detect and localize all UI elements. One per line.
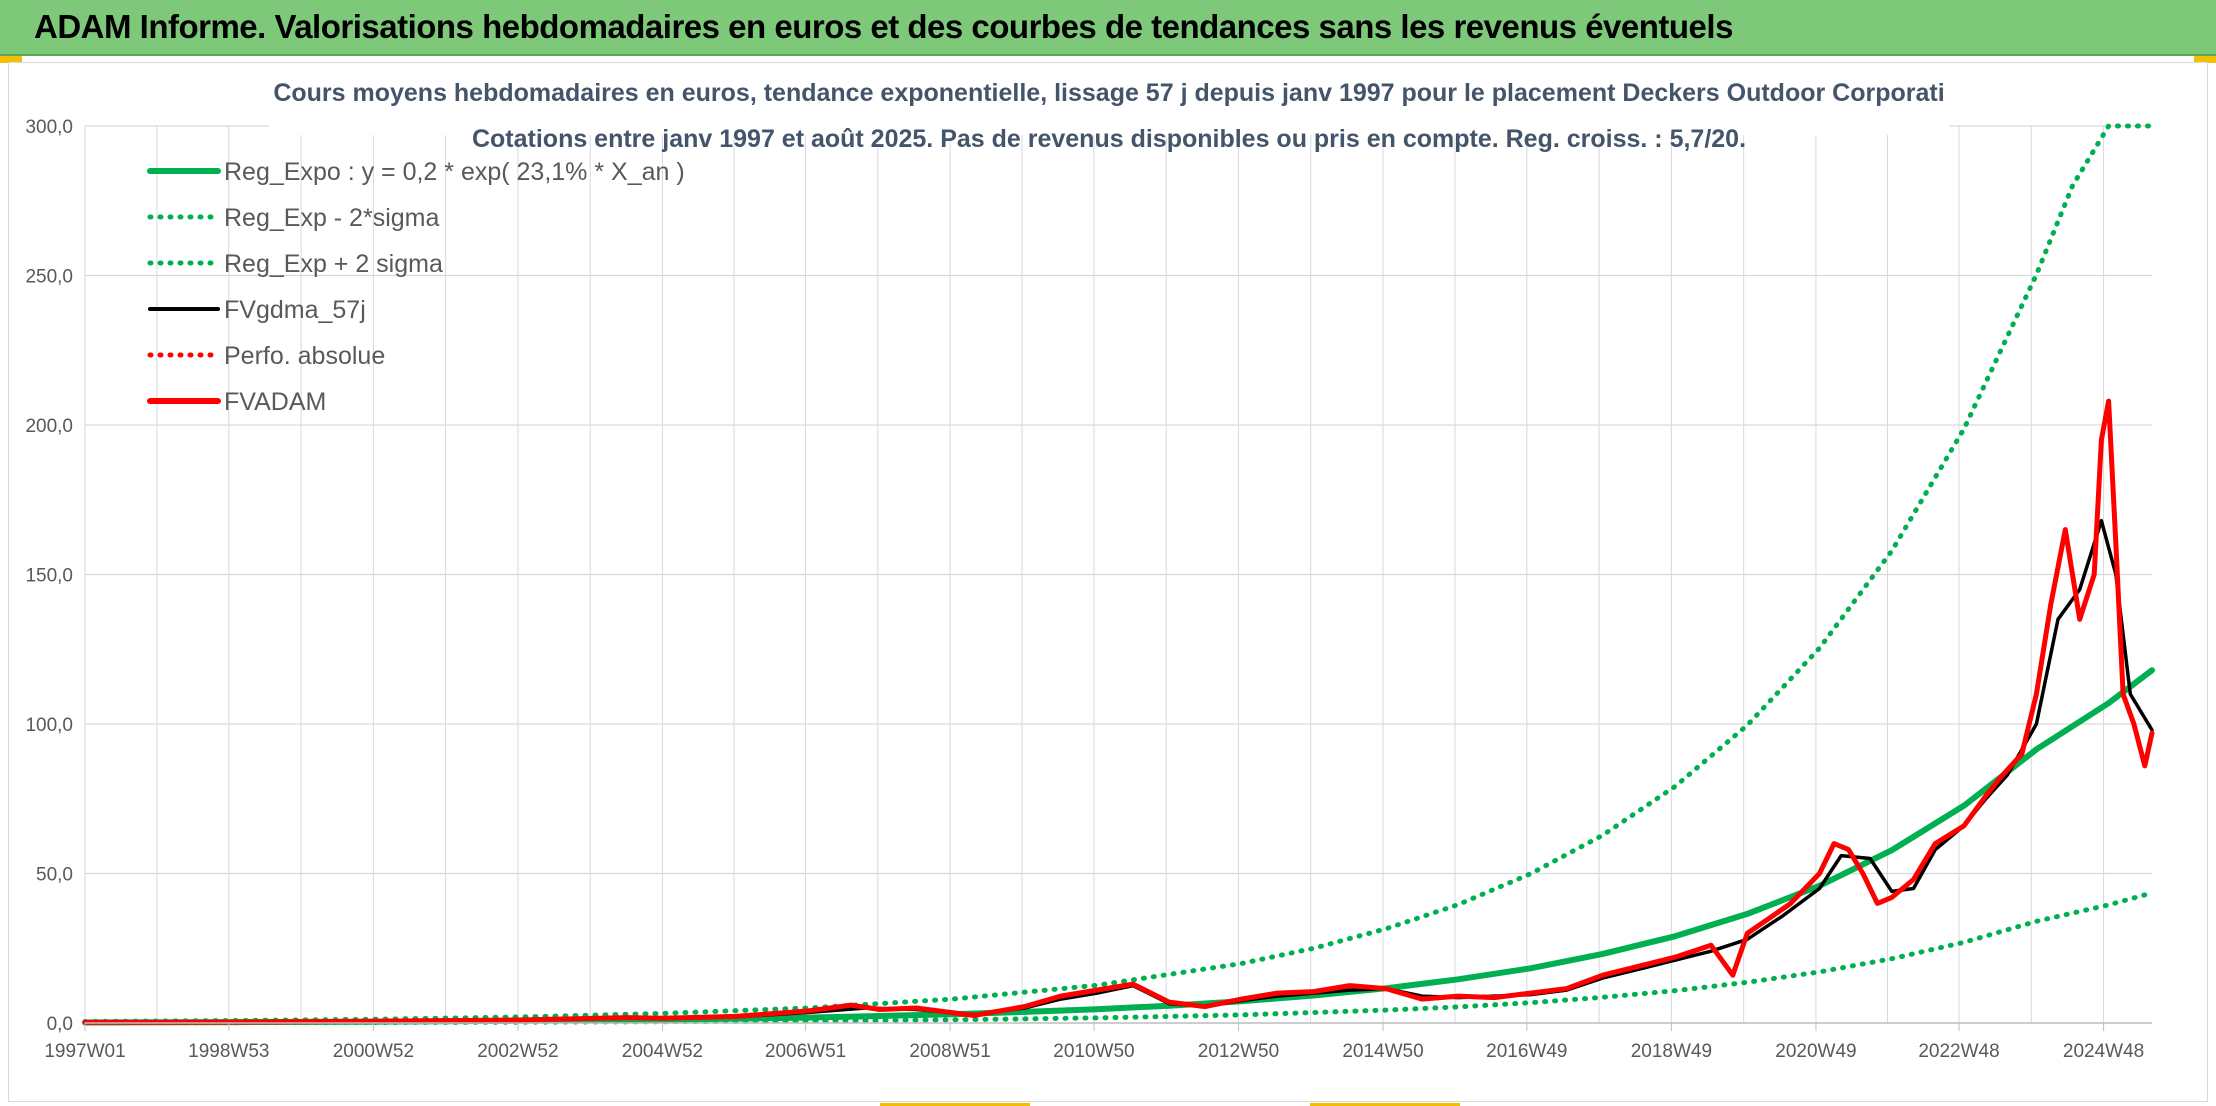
title-layer: Cours moyens hebdomadaires en euros, ten… xyxy=(269,65,1949,153)
x-tick-label: 2016W49 xyxy=(1486,1041,1567,1062)
y-tick-label: 200,0 xyxy=(25,416,73,437)
y-tick-label: 100,0 xyxy=(25,715,73,736)
x-tick-label: 2006W51 xyxy=(765,1041,846,1062)
report-title: ADAM Informe. Valorisations hebdomadaire… xyxy=(34,8,1733,45)
legend-label: Reg_Exp - 2*sigma xyxy=(224,204,439,232)
legend-label: FVgdma_57j xyxy=(224,296,366,324)
x-tick-label: 2000W52 xyxy=(333,1041,414,1062)
x-tick-label: 1997W01 xyxy=(44,1041,125,1062)
y-tick-label: 50,0 xyxy=(36,865,73,886)
x-tick-label: 2020W49 xyxy=(1775,1041,1856,1062)
footer-mark-right xyxy=(1310,1103,1460,1106)
chart-title: Cours moyens hebdomadaires en euros, ten… xyxy=(273,79,1944,107)
x-tick-label: 2008W51 xyxy=(909,1041,990,1062)
x-tick-label: 1998W53 xyxy=(188,1041,269,1062)
y-tick-label: 150,0 xyxy=(25,566,73,587)
banner-corner-right xyxy=(2194,56,2216,63)
chart-area: 0,0 50,0 100,0 150,0 200,0 250,0 300,0 1997W01 1… xyxy=(8,62,2208,1102)
y-tick-label: 250,0 xyxy=(25,267,73,288)
x-tick-label: 2018W49 xyxy=(1631,1041,1712,1062)
x-tick-label: 2024W48 xyxy=(2063,1041,2144,1062)
legend-label: FVADAM xyxy=(224,388,326,416)
legend: Reg_Expo : y = 0,2 * exp( 23,1% * X_an )… xyxy=(147,158,685,416)
title-backdrop xyxy=(269,65,1949,135)
chart-subtitle: Cotations entre janv 1997 et août 2025. … xyxy=(472,125,1746,153)
trend-plus-2sigma-line xyxy=(82,123,2155,1024)
fvgdma-57j-line xyxy=(83,518,2154,1025)
x-tick-label: 2014W50 xyxy=(1342,1041,1423,1062)
trend-minus-2sigma-line xyxy=(82,890,2155,1026)
legend-label: Reg_Exp + 2 sigma xyxy=(224,250,443,278)
y-tick-label: 300,0 xyxy=(25,117,73,138)
x-tick-label: 2002W52 xyxy=(477,1041,558,1062)
line-chart: 0,0 50,0 100,0 150,0 200,0 250,0 300,0 1997W01 1… xyxy=(25,65,2155,1062)
y-tick-label: 0,0 xyxy=(47,1014,73,1035)
x-tick-label: 2010W50 xyxy=(1053,1041,1134,1062)
series-layer xyxy=(82,123,2155,1026)
x-tick-label: 2012W50 xyxy=(1198,1041,1279,1062)
report-banner: ADAM Informe. Valorisations hebdomadaire… xyxy=(0,0,2216,56)
legend-label: Reg_Expo : y = 0,2 * exp( 23,1% * X_an ) xyxy=(224,158,685,186)
x-tick-label: 2004W52 xyxy=(622,1041,703,1062)
axis-layer: 0,0 50,0 100,0 150,0 200,0 250,0 300,0 1997W01 1… xyxy=(25,117,2152,1062)
banner-corner-left xyxy=(0,56,22,63)
legend-label: Perfo. absolue xyxy=(224,342,385,370)
footer-mark-left xyxy=(880,1103,1030,1106)
fvadam-line xyxy=(82,398,2155,1025)
x-tick-label: 2022W48 xyxy=(1918,1041,1999,1062)
